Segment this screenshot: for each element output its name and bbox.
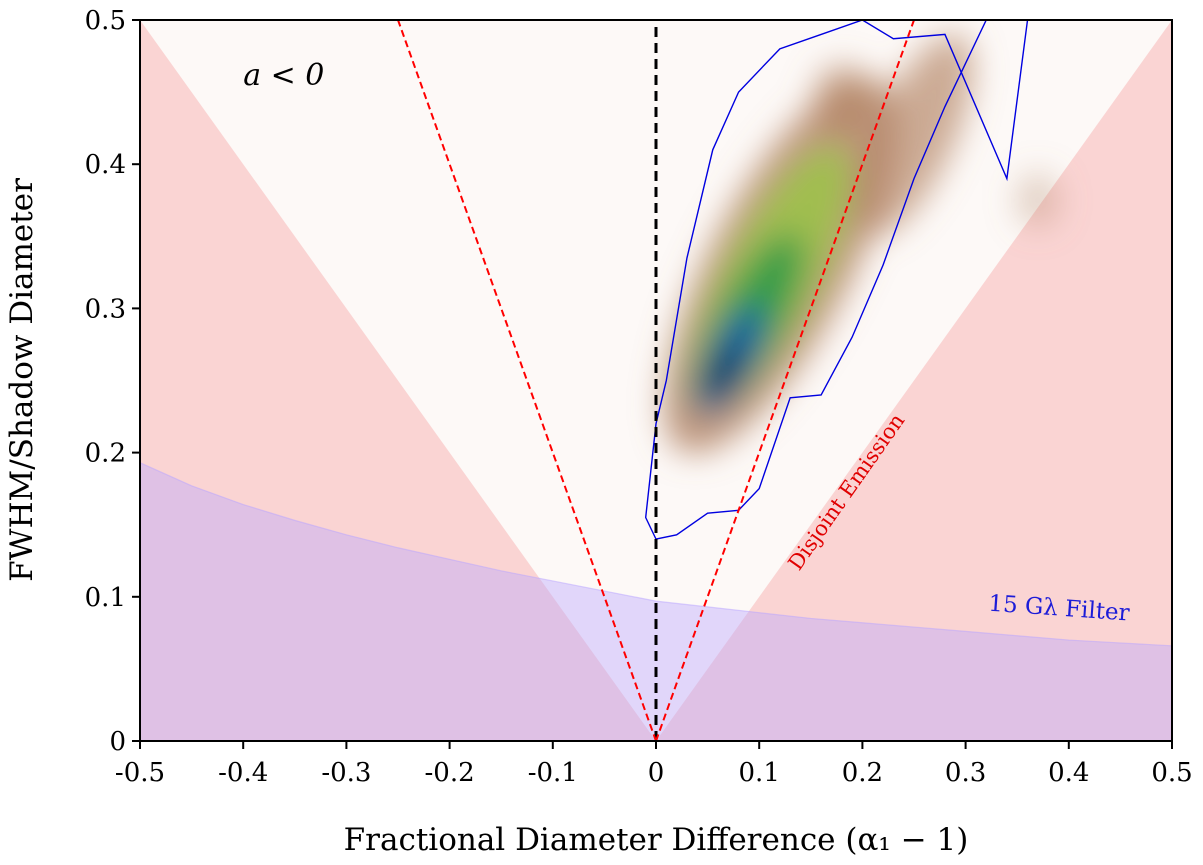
- y-tick-label: 0: [109, 727, 126, 757]
- density-outer-upper: [855, 34, 973, 237]
- y-tick-label: 0.1: [85, 583, 126, 613]
- reference-line-slope-right: [655, 20, 915, 741]
- x-tick-label: -0.2: [425, 758, 475, 788]
- density-peak: [704, 344, 742, 403]
- density-heatmap: [663, 34, 1060, 454]
- x-tick-label: -0.5: [115, 758, 165, 788]
- x-tick-label: -0.4: [218, 758, 268, 788]
- x-tick-label: 0.5: [1151, 758, 1192, 788]
- x-axis: -0.5 -0.4 -0.3 -0.2 -0.1 0 0.1 0.2 0.3 0.4 0.5: [115, 741, 1193, 788]
- x-tick-label: 0.2: [842, 758, 883, 788]
- y-tick-label: 0.2: [85, 439, 126, 469]
- density-faint-patch: [1015, 172, 1060, 229]
- disjoint-region-left: [140, 20, 656, 741]
- filter-boundary-line: [140, 462, 1172, 647]
- x-tick-label: 0.4: [1048, 758, 1089, 788]
- x-tick-label: 0.1: [739, 758, 780, 788]
- density-contour: [644, 20, 1029, 540]
- annotation-a-less-than-zero: a < 0: [243, 58, 324, 93]
- density-outer-lobe: [813, 64, 870, 135]
- reference-line-slope-left: [397, 20, 657, 741]
- x-tick-label: 0.3: [945, 758, 986, 788]
- y-axis: 0 0.1 0.2 0.3 0.4 0.5: [85, 6, 140, 757]
- reference-lines: [397, 20, 915, 741]
- filter-region: [140, 462, 1172, 741]
- y-tick-label: 0.4: [85, 150, 126, 180]
- x-tick-label: 0: [648, 758, 665, 788]
- y-axis-label: FWHM/Shadow Diameter: [4, 178, 40, 582]
- y-tick-label: 0.5: [85, 6, 126, 36]
- x-axis-label: Fractional Diameter Difference (α₁ − 1): [344, 822, 969, 858]
- x-tick-label: -0.3: [321, 758, 371, 788]
- y-tick-label: 0.3: [85, 294, 126, 324]
- x-tick-label: -0.1: [528, 758, 578, 788]
